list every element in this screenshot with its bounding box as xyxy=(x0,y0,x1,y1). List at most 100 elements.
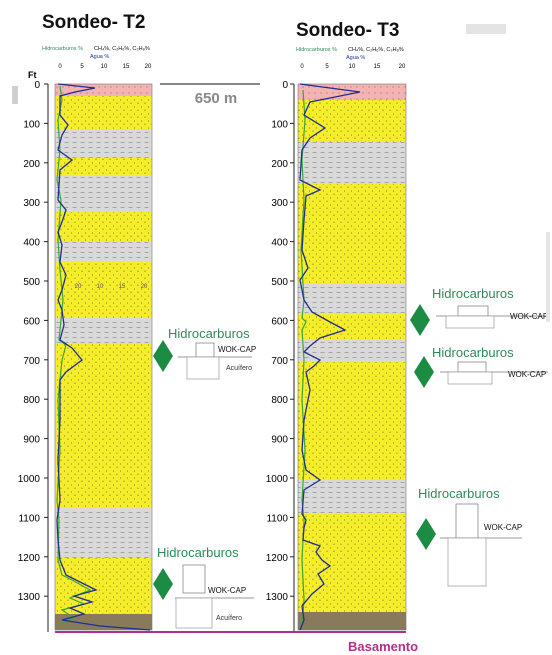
depth-tick-label: 600 xyxy=(271,316,288,327)
trap-box-upper xyxy=(182,564,206,594)
trap-box-upper xyxy=(455,503,479,539)
well-t3-axis-ticks: 0 5 10 15 20 xyxy=(300,64,406,70)
depth-tick-label: 500 xyxy=(271,277,288,288)
depth-tick-label: 0 xyxy=(34,80,40,91)
well-t2-legend-blue: Agua % xyxy=(90,54,109,60)
lith-shale xyxy=(298,142,406,184)
well-t2-gas-curve xyxy=(56,83,151,631)
well-t3-legend-blue: Agua % xyxy=(346,55,365,61)
axis-tick-label: 15 xyxy=(374,64,381,70)
well-t2-legend-black: CH₄%, C₂H₆%, C₃H₈% xyxy=(94,46,150,52)
hidrocarburos-label: Hidrocarburos xyxy=(157,545,239,560)
lith-shale xyxy=(298,480,406,514)
depth-tick-label: 400 xyxy=(271,238,288,249)
lith-basement xyxy=(55,614,152,630)
lith-shale xyxy=(298,284,406,314)
wok-cap-label: WOK-CAP xyxy=(484,523,522,532)
t3-hydrocarbon-marker-2: Hidrocarburos WOK-CAP xyxy=(414,345,548,388)
trap-box-upper xyxy=(457,361,487,373)
well-t3-legend-black: CH₄%, C₂H₆%, C₃H₈% xyxy=(348,47,404,53)
t2-hydrocarbon-marker-lower: Hidrocarburos WOK-CAP Acuífero xyxy=(153,545,254,629)
distance-marker: 650 m xyxy=(160,83,260,107)
wok-cap-label: WOK-CAP xyxy=(508,370,546,379)
axis-tick-label: 20 xyxy=(399,64,406,70)
wok-cap-label: WOK-CAP xyxy=(510,312,548,321)
lith-sand xyxy=(298,314,406,340)
trap-box-lower xyxy=(445,315,495,329)
depth-tick-label: 700 xyxy=(271,356,288,367)
wok-cap-label: WOK-CAP xyxy=(218,345,256,354)
depth-unit-label: Ft xyxy=(28,70,37,80)
axis-tick-label: 0 xyxy=(300,64,304,70)
lith-shale xyxy=(55,130,152,158)
depth-tick-label: 1100 xyxy=(18,513,40,524)
well-t3-gas-curve xyxy=(299,83,361,631)
lith-sand xyxy=(298,100,406,142)
lith-sand xyxy=(55,558,152,614)
depth-tick-label: 100 xyxy=(23,119,40,130)
edge-mark-right xyxy=(546,232,550,322)
axis-tick-label: 20 xyxy=(145,64,152,70)
axis-tick-label: 10 xyxy=(349,64,356,70)
lith-shale xyxy=(55,318,152,344)
t2-hydrocarbon-marker-upper: Hidrocarburos WOK-CAP Acuífero xyxy=(153,326,256,380)
depth-tick-label: 300 xyxy=(23,198,40,209)
depth-tick-label: 1000 xyxy=(266,474,289,485)
well-t3-legend-green: Hidrocarburos % xyxy=(296,47,337,53)
depth-tick-label: 1200 xyxy=(18,553,41,564)
well-t2-legend-green: Hidrocarburos % xyxy=(42,46,83,52)
well-t2-axis-ticks: 0 5 10 15 20 xyxy=(58,64,152,70)
corner-mark-right xyxy=(466,24,506,34)
corner-mark-left xyxy=(12,86,18,104)
inner-tick-label: 20 xyxy=(141,284,148,290)
depth-tick-label: 200 xyxy=(23,159,40,170)
lith-column-frame xyxy=(297,83,407,631)
depth-tick-label: 500 xyxy=(23,277,40,288)
lith-column-frame xyxy=(54,83,153,631)
axis-tick-label: 15 xyxy=(123,64,130,70)
depth-tick-label: 800 xyxy=(271,395,288,406)
lith-sand xyxy=(55,212,152,242)
well-t2-title: Sondeo- T2 xyxy=(42,12,145,33)
wok-cap-label: WOK-CAP xyxy=(208,586,246,595)
depth-tick-label: 100 xyxy=(271,119,288,130)
diamond-icon xyxy=(153,340,173,372)
t3-hydrocarbon-marker-1: Hidrocarburos WOK-CAP xyxy=(410,286,548,336)
inner-tick-label: 10 xyxy=(97,284,104,290)
depth-tick-label: 1100 xyxy=(266,513,288,524)
lith-sand xyxy=(55,262,152,318)
diamond-icon xyxy=(414,356,434,388)
depth-tick-label: 700 xyxy=(23,356,40,367)
lith-shale xyxy=(55,508,152,558)
lith-shale xyxy=(298,340,406,362)
hidrocarburos-label: Hidrocarburos xyxy=(168,326,250,341)
t3-hydrocarbon-marker-3: Hidrocarburos WOK-CAP xyxy=(416,486,522,587)
well-t3-title: Sondeo- T3 xyxy=(296,20,399,41)
trap-box-upper xyxy=(457,305,489,317)
diamond-icon xyxy=(410,304,430,336)
depth-tick-label: 900 xyxy=(23,435,40,446)
acuifero-label: Acuífero xyxy=(216,615,242,622)
lith-sand xyxy=(55,344,152,508)
depth-tick-label: 300 xyxy=(271,198,288,209)
depth-tick-label: 1000 xyxy=(18,474,41,485)
depth-tick-label: 800 xyxy=(23,395,40,406)
diamond-icon xyxy=(416,518,436,550)
well-t2: Sondeo- T2 Hidrocarburos % CH₄%, C₂H₆%, … xyxy=(28,12,153,631)
trap-box-lower xyxy=(175,597,213,629)
trap-box-upper xyxy=(195,342,215,358)
hidrocarburos-label: Hidrocarburos xyxy=(432,286,514,301)
axis-tick-label: 10 xyxy=(101,64,108,70)
inner-tick-label: 15 xyxy=(119,284,126,290)
depth-axis: 0100200300400500600700800900100011001200… xyxy=(18,80,295,632)
diamond-icon xyxy=(153,568,173,600)
depth-tick-label: 200 xyxy=(271,159,288,170)
lith-top-zone xyxy=(55,84,152,96)
well-t3-lithology xyxy=(297,83,407,631)
well-t2-lithology xyxy=(54,83,153,631)
lith-top-zone xyxy=(298,84,406,100)
axis-tick-label: 0 xyxy=(58,64,62,70)
trap-box-lower xyxy=(186,356,220,380)
depth-tick-label: 1300 xyxy=(266,592,289,603)
depth-tick-label: 0 xyxy=(282,80,288,91)
